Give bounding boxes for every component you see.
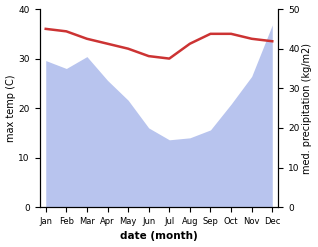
- Y-axis label: max temp (C): max temp (C): [5, 74, 16, 142]
- X-axis label: date (month): date (month): [120, 231, 198, 242]
- Y-axis label: med. precipitation (kg/m2): med. precipitation (kg/m2): [302, 43, 313, 174]
